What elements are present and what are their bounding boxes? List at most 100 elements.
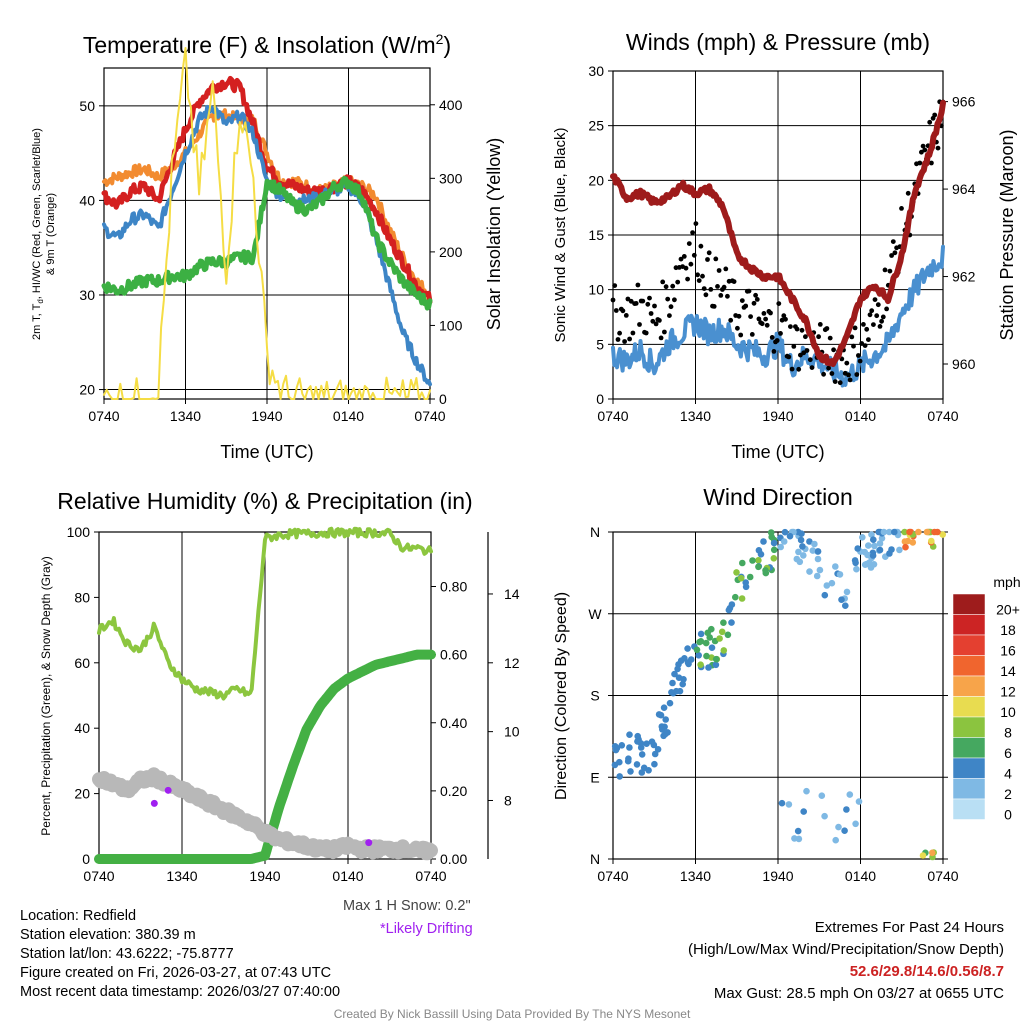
gust-point [696,278,702,283]
gust-point [821,371,826,377]
gust-point [623,313,629,318]
wind-direction-y-label: Direction (Colored By Speed) [553,592,570,800]
dir-point [865,542,872,549]
temp-series-dew-point [101,175,433,311]
legend-swatch [952,634,986,656]
gust-point [884,306,889,312]
gust-point [650,318,656,324]
gust-point [691,252,697,258]
gust-point [899,206,904,211]
dir-point [923,528,931,536]
dir-point [640,764,648,772]
recent-timestamp: Most recent data timestamp: 2026/03/27 0… [20,984,341,1000]
temperature-x-label: Time (UTC) [220,442,313,462]
dir-point [712,655,720,663]
gust-point [862,343,868,348]
dir-point [770,546,778,554]
winds-panel: Winds (mph) & Pressure (mb) Time (UTC) S… [552,29,1017,462]
dir-point [902,543,909,551]
gust-point [615,337,621,342]
gust-point [613,308,619,313]
dir-point [878,535,886,542]
gust-point [701,286,707,291]
dir-point [755,563,762,571]
max-gust: Max Gust: 28.5 mph On 03/27 at 0655 UTC [713,985,1004,1002]
gust-point [864,326,870,332]
precip-y-tick-label: 0.20 [440,783,467,799]
dir-point [755,547,763,554]
rh-y-tick-label: 60 [74,655,90,671]
dir-point [633,761,641,768]
dir-point [794,827,802,835]
gust-point [809,365,815,370]
legend-swatch [952,675,986,697]
rh-series-precipitation [94,649,436,864]
dir-point [643,740,650,747]
rh-y-tick-label: 80 [74,589,90,605]
station-info: Location: Redfield Station elevation: 38… [20,907,340,1002]
legend-label: 14 [1000,663,1016,679]
gust-point [708,287,714,292]
dir-point [828,579,836,587]
dir-point [888,546,895,553]
wind-series-station-pressure [610,99,946,367]
legend-label: 4 [1004,765,1012,781]
dir-point [853,565,860,573]
gust-point [633,301,639,306]
dir-point [816,566,824,574]
drift-point [365,839,373,847]
dir-point [749,557,756,564]
gust-point [749,332,755,337]
humidity-y-label: Percent, Precipitation (Green), & Snow D… [39,556,53,835]
dir-point [708,625,715,633]
gust-point [789,366,795,372]
dir-point [720,647,728,654]
dir-point [674,665,681,673]
gust-point [743,303,749,309]
gust-point [693,221,699,227]
gust-point [849,334,855,340]
dir-point [803,787,810,795]
legend-swatch [952,593,986,615]
dir-point [821,591,829,599]
gust-point [852,325,858,331]
dir-point [728,619,735,626]
legend-title: mph [993,574,1020,590]
dir-point [679,680,686,688]
dir-point [651,760,658,768]
snow-depth-y-tick-label: 10 [504,724,520,740]
dir-point [896,546,903,554]
gust-point [753,292,758,298]
dir-y-tick-label: E [590,769,599,785]
gust-point [778,331,783,336]
gust-point [880,314,886,320]
dir-point [835,823,842,831]
dir-point [697,638,705,645]
dir-point [843,588,851,596]
legend-swatch [952,757,986,779]
gust-point [715,284,720,289]
temp-y-tick-label: 50 [79,98,95,114]
dir-point [814,555,822,563]
gust-point [874,313,880,319]
gust-point [807,357,813,363]
rh-y-tick-label: 0 [82,851,90,867]
temperature-panel: Temperature (F) & Insolation (W/m2) Time… [31,31,504,462]
dir-point [800,808,807,815]
gust-point [817,322,823,327]
dir-point [762,567,769,574]
dir-point [697,630,705,638]
dir-x-tick-label: 1340 [680,868,711,884]
dir-y-tick-label: S [590,688,599,704]
dir-point [809,547,817,554]
dir-point [780,538,788,545]
dir-point [843,806,850,813]
gust-point [706,250,712,256]
gust-point [716,268,722,273]
gust-point [721,284,727,290]
rh-y-tick-label: 100 [67,524,91,540]
dir-x-tick-label: 0740 [597,868,628,884]
dir-point [648,738,656,745]
figure-created: Figure created on Fri, 2026-03-27, at 07… [20,965,332,981]
